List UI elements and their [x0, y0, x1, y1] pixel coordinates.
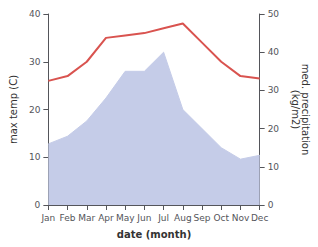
- svg-text:date (month): date (month): [117, 229, 191, 240]
- svg-text:Feb: Feb: [60, 213, 76, 223]
- svg-text:Nov: Nov: [232, 213, 250, 223]
- svg-text:0: 0: [35, 200, 41, 210]
- svg-text:Aug: Aug: [174, 213, 192, 223]
- svg-text:20: 20: [268, 124, 280, 134]
- svg-text:Jan: Jan: [40, 213, 55, 223]
- svg-text:Dec: Dec: [251, 213, 268, 223]
- svg-text:Oct: Oct: [213, 213, 229, 223]
- svg-text:30: 30: [29, 57, 41, 67]
- svg-text:10: 10: [268, 162, 280, 172]
- svg-text:Jul: Jul: [157, 213, 169, 223]
- svg-text:Sep: Sep: [194, 213, 211, 223]
- svg-text:40: 40: [268, 47, 280, 57]
- svg-text:(kg/m2): (kg/m2): [290, 90, 301, 130]
- svg-text:Mar: Mar: [78, 213, 95, 223]
- svg-text:med. precipitation: med. precipitation: [299, 63, 311, 156]
- svg-text:0: 0: [268, 200, 274, 210]
- svg-text:Apr: Apr: [98, 213, 114, 223]
- svg-text:max temp (C): max temp (C): [8, 75, 19, 144]
- svg-text:40: 40: [29, 9, 41, 19]
- svg-text:May: May: [116, 213, 135, 223]
- svg-text:20: 20: [29, 105, 41, 115]
- svg-text:50: 50: [268, 9, 280, 19]
- svg-text:Jun: Jun: [136, 213, 151, 223]
- svg-text:30: 30: [268, 85, 280, 95]
- svg-text:10: 10: [29, 152, 41, 162]
